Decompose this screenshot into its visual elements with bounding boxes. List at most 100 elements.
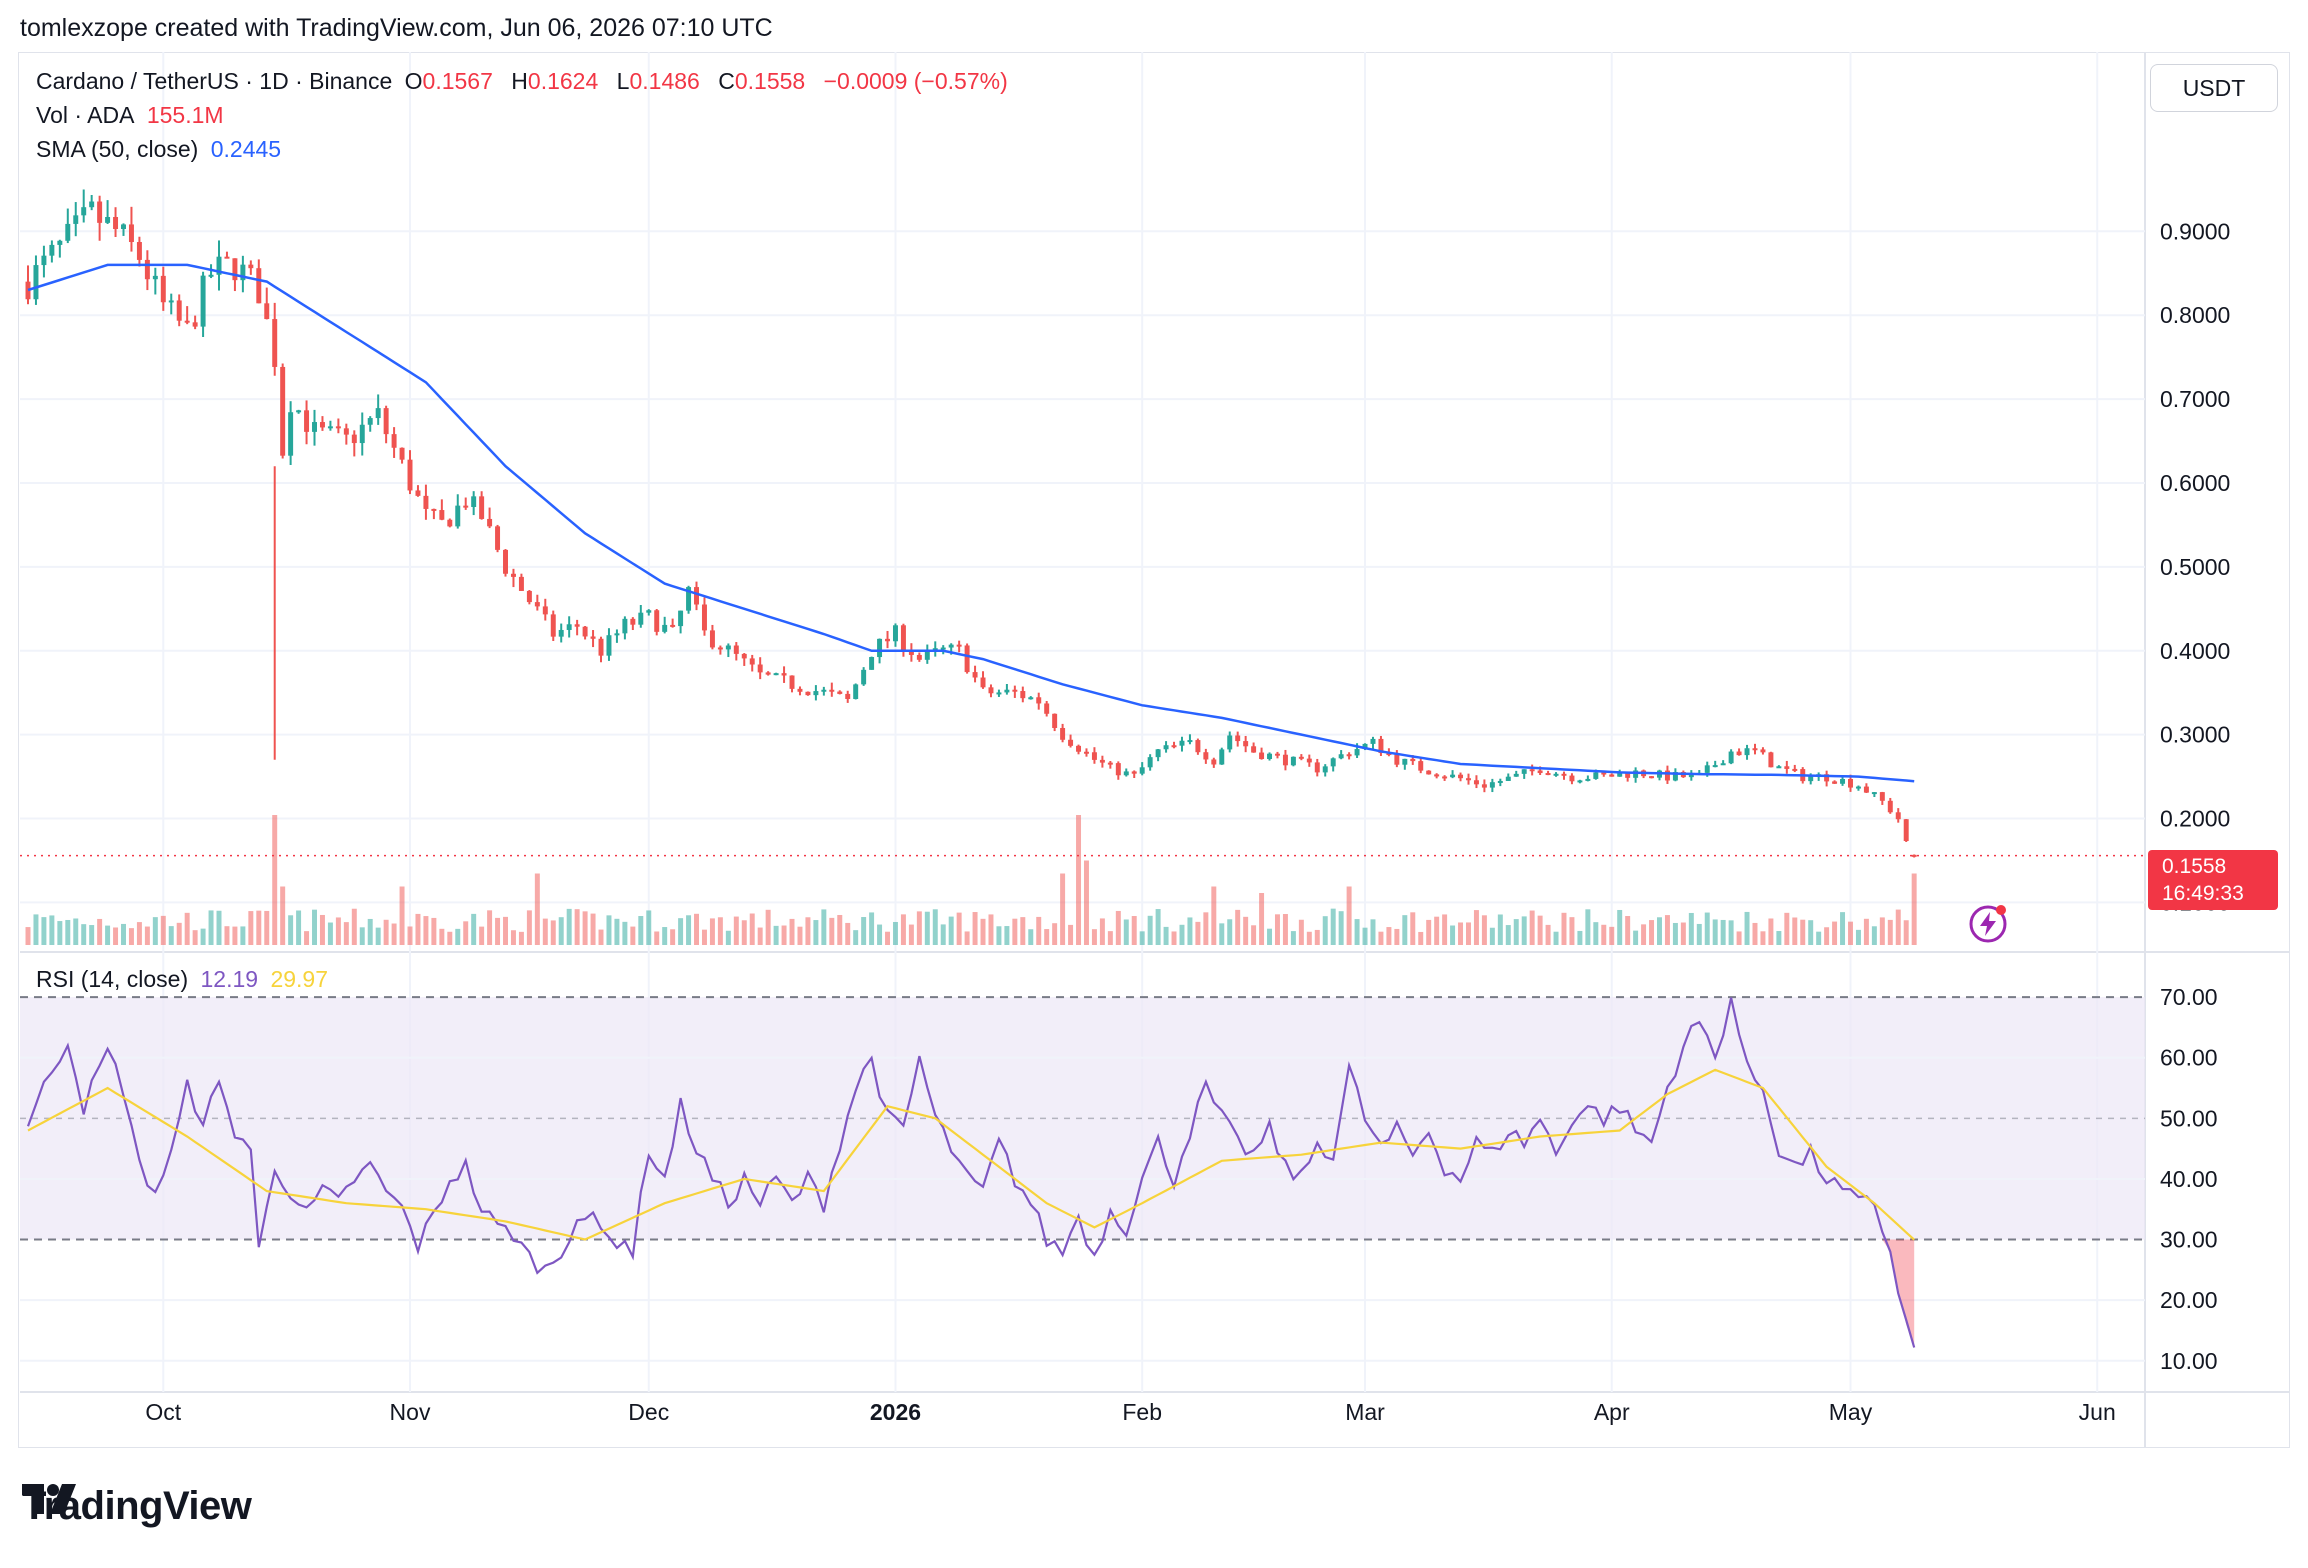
candle-body <box>1768 752 1774 768</box>
volume-bar <box>837 914 843 945</box>
volume-bar <box>1641 924 1647 945</box>
volume-bar <box>391 923 397 945</box>
candle-body <box>256 268 262 304</box>
volume-bar <box>1657 917 1662 945</box>
rsi-ma-value: 29.97 <box>270 966 329 992</box>
candle-body <box>312 422 317 432</box>
tradingview-logo[interactable]: TradingView <box>22 1484 252 1529</box>
candle-body <box>1911 854 1917 857</box>
symbol-name[interactable]: Cardano / TetherUS · 1D · Binance <box>36 68 393 94</box>
candle-body <box>662 624 668 632</box>
sma-value: 0.2445 <box>210 136 282 162</box>
chart-frame <box>18 52 2290 1448</box>
volume-bar <box>701 929 707 945</box>
volume-bar <box>1609 926 1615 945</box>
volume-bar <box>1091 929 1097 945</box>
volume-bar <box>757 927 763 945</box>
volume-bar <box>375 927 381 945</box>
candle-body <box>781 673 787 676</box>
volume-bar <box>105 925 111 945</box>
candle-body <box>1426 770 1432 775</box>
candle-body <box>654 610 660 632</box>
volume-bar <box>1800 919 1806 945</box>
volume-bar <box>845 922 851 945</box>
volume-bar <box>1489 927 1495 945</box>
volume-bar <box>1362 927 1368 945</box>
candle-body <box>1609 774 1615 777</box>
candle-body <box>717 647 723 650</box>
time-tick-label: May <box>1829 1399 1873 1425</box>
symbol-legend: Cardano / TetherUS · 1D · Binance O0.156… <box>36 68 1014 95</box>
volume-bar <box>988 914 994 945</box>
volume-bar <box>399 886 405 945</box>
candle-body <box>670 624 676 627</box>
volume-bar <box>709 918 715 945</box>
candle-body <box>1171 745 1177 748</box>
candle-body <box>741 653 747 659</box>
volume-bar <box>542 918 548 945</box>
time-tick-label: 2026 <box>870 1399 921 1425</box>
volume-bar <box>908 924 914 945</box>
candle-body <box>813 691 819 696</box>
candle-body <box>940 647 946 650</box>
rsi-label[interactable]: RSI (14, close) <box>36 966 189 992</box>
volume-bar <box>1402 915 1408 945</box>
candle-body <box>757 664 763 673</box>
sma-label[interactable]: SMA (50, close) <box>36 136 199 162</box>
volume-bar <box>359 927 365 945</box>
lightning-alert-icon[interactable] <box>1968 904 2008 944</box>
volume-bar <box>1903 920 1909 945</box>
volume-bar <box>1832 921 1838 945</box>
volume-bar <box>1466 922 1471 945</box>
candle-body <box>81 207 87 216</box>
volume-bar <box>487 910 493 945</box>
volume-bar <box>288 915 294 945</box>
candle-body <box>359 424 365 444</box>
candle-body <box>304 410 310 432</box>
rsi-tick-label: 70.00 <box>2160 984 2218 1010</box>
volume-bar <box>1529 910 1535 945</box>
volume-bar <box>1458 922 1464 945</box>
volume-bar <box>1617 909 1623 945</box>
candle-body <box>1545 773 1551 776</box>
candle-body <box>1179 740 1185 746</box>
candle-body <box>988 687 994 694</box>
change-value: −0.0009 (−0.57%) <box>823 68 1008 94</box>
candle-body <box>216 256 222 275</box>
volume-bar <box>781 925 787 945</box>
candle-body <box>1060 727 1066 740</box>
sma-legend: SMA (50, close) 0.2445 <box>36 136 287 163</box>
candle-body <box>1028 697 1034 700</box>
candle-body <box>1887 800 1893 813</box>
volume-bar <box>65 919 71 945</box>
candle-body <box>1259 752 1265 760</box>
candle-body <box>65 223 71 241</box>
volume-bar <box>885 931 891 945</box>
currency-unit-button[interactable]: USDT <box>2150 64 2278 112</box>
volume-bar <box>1720 919 1726 945</box>
candle-body <box>57 240 63 245</box>
volume-bar <box>1601 924 1607 945</box>
candle-body <box>630 618 636 625</box>
volume-bar <box>455 928 461 945</box>
candle-body <box>733 645 739 654</box>
volume-bar <box>1863 918 1869 945</box>
candle-body <box>598 638 604 656</box>
volume-label[interactable]: Vol · ADA <box>36 102 135 128</box>
volume-bar <box>534 873 540 945</box>
candle-body <box>192 322 198 327</box>
time-tick-label: Nov <box>390 1399 431 1425</box>
volume-bar <box>1227 919 1233 945</box>
candle-body <box>1489 782 1495 788</box>
volume-bar <box>749 913 755 945</box>
volume-bar <box>1704 912 1710 945</box>
candle-body <box>1776 766 1782 769</box>
volume-bar <box>972 912 978 945</box>
candle-body <box>1123 771 1129 776</box>
candle-body <box>1497 780 1503 783</box>
volume-bar <box>1473 910 1479 945</box>
candle-body <box>1458 774 1464 779</box>
candle-body <box>1521 769 1527 774</box>
candle-body <box>869 657 875 670</box>
